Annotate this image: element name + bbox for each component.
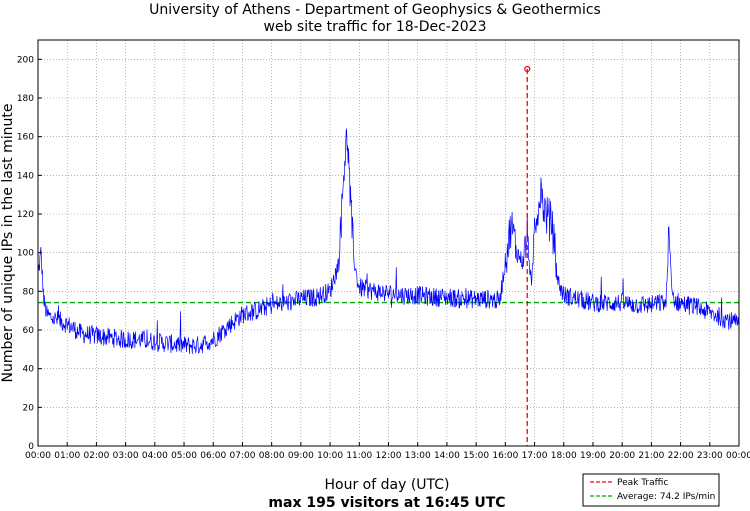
y-tick-label: 100 xyxy=(17,249,34,259)
x-tick-label: 15:00 xyxy=(463,451,489,461)
y-tick-label: 120 xyxy=(17,210,34,220)
series-line-traffic xyxy=(37,128,740,355)
y-tick-label: 200 xyxy=(17,55,34,65)
y-tick-label: 0 xyxy=(28,442,34,452)
y-tick-label: 180 xyxy=(17,94,34,104)
x-tick-label: 20:00 xyxy=(609,451,635,461)
x-tick-label: 06:00 xyxy=(200,451,226,461)
x-tick-label: 12:00 xyxy=(376,451,402,461)
peak-marker xyxy=(524,65,531,73)
legend-peak-label: Peak Traffic xyxy=(617,478,668,488)
y-axis: 0 20 40 60 80 100 120 140 160 180 200 xyxy=(17,55,42,452)
y-tick-label: 20 xyxy=(23,403,35,413)
x-axis-label: Hour of day (UTC) xyxy=(325,477,450,493)
x-tick-label: 23:00 xyxy=(697,451,723,461)
x-tick-label: 03:00 xyxy=(113,451,139,461)
x-tick-label: 00:00 xyxy=(25,451,51,461)
legend-average-label: Average: 74.2 IPs/min xyxy=(617,492,715,502)
x-tick-label: 16:00 xyxy=(492,451,518,461)
x-tick-label: 07:00 xyxy=(229,451,255,461)
x-tick-label: 00:00 xyxy=(726,451,750,461)
x-tick-label: 04:00 xyxy=(142,451,168,461)
x-tick-label: 21:00 xyxy=(638,451,664,461)
y-axis-label: Number of unique IPs in the last minute xyxy=(0,104,16,383)
y-tick-label: 40 xyxy=(23,365,35,375)
x-tick-label: 10:00 xyxy=(317,451,343,461)
peak-layer xyxy=(524,65,531,446)
x-tick-label: 14:00 xyxy=(434,451,460,461)
y-tick-label: 80 xyxy=(23,287,35,297)
legend: Peak Traffic Average: 74.2 IPs/min xyxy=(582,473,720,507)
x-tick-label: 09:00 xyxy=(288,451,314,461)
x-tick-label: 08:00 xyxy=(259,451,285,461)
x-tick-label: 02:00 xyxy=(83,451,109,461)
x-tick-label: 18:00 xyxy=(551,451,577,461)
x-tick-label: 05:00 xyxy=(171,451,197,461)
x-tick-label: 22:00 xyxy=(668,451,694,461)
peak-summary: max 195 visitors at 16:45 UTC xyxy=(268,495,505,511)
y-tick-label: 140 xyxy=(17,171,34,181)
y-tick-label: 160 xyxy=(17,133,34,143)
legend-box xyxy=(582,473,720,507)
chart-subtitle: web site traffic for 18-Dec-2023 xyxy=(264,19,487,35)
y-tick-label: 60 xyxy=(23,326,35,336)
x-tick-label: 13:00 xyxy=(405,451,431,461)
chart-title: University of Athens - Department of Geo… xyxy=(149,2,601,18)
x-tick-label: 11:00 xyxy=(346,451,372,461)
x-tick-label: 19:00 xyxy=(580,451,606,461)
x-axis: 00:00 01:00 02:00 03:00 04:00 05:00 06:00 07:00… xyxy=(25,442,750,461)
x-tick-label: 17:00 xyxy=(522,451,548,461)
x-tick-label: 01:00 xyxy=(54,451,80,461)
series-layer xyxy=(37,128,740,355)
